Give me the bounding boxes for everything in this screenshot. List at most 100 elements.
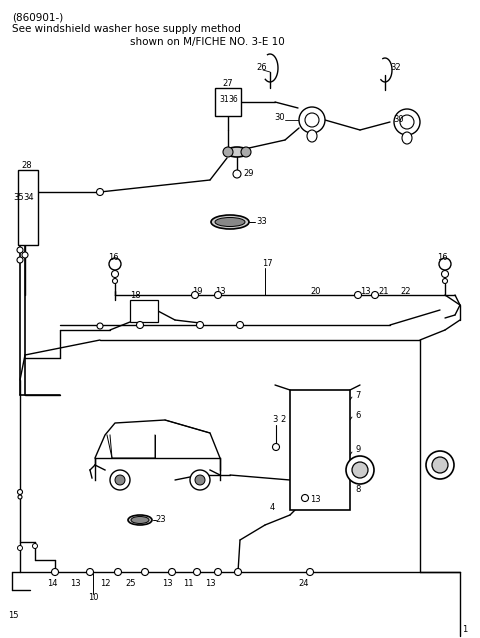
Bar [130, 300, 158, 322]
Text: 29: 29 [243, 170, 253, 179]
Circle shape [17, 489, 23, 494]
Bar [290, 390, 350, 510]
Circle shape [196, 322, 204, 329]
Circle shape [97, 323, 103, 329]
Text: See windshield washer hose supply method: See windshield washer hose supply method [12, 24, 241, 34]
Text: 16: 16 [437, 253, 448, 262]
Text: shown on M/FICHE NO. 3-E 10: shown on M/FICHE NO. 3-E 10 [130, 37, 285, 47]
Text: 6: 6 [355, 410, 360, 420]
Text: 18: 18 [130, 292, 141, 300]
Circle shape [115, 568, 121, 575]
Ellipse shape [131, 517, 149, 524]
Circle shape [142, 568, 148, 575]
Circle shape [223, 147, 233, 157]
Text: 1: 1 [462, 625, 467, 635]
Text: 2: 2 [280, 415, 285, 424]
Circle shape [301, 494, 309, 501]
Text: 9: 9 [355, 445, 360, 454]
Circle shape [22, 252, 28, 258]
Circle shape [307, 568, 313, 575]
Circle shape [195, 475, 205, 485]
Circle shape [86, 568, 94, 575]
Text: 13: 13 [310, 496, 321, 505]
Ellipse shape [307, 130, 317, 142]
Circle shape [439, 258, 451, 270]
Text: 25: 25 [125, 579, 135, 588]
Bar [18, 170, 38, 245]
Circle shape [33, 544, 37, 549]
Text: 26: 26 [256, 64, 266, 73]
Text: 24: 24 [298, 579, 309, 588]
Text: 22: 22 [400, 286, 410, 295]
Circle shape [305, 113, 319, 127]
Text: 8: 8 [355, 486, 360, 494]
Circle shape [400, 115, 414, 129]
Text: 14: 14 [47, 579, 58, 588]
Circle shape [346, 456, 374, 484]
Circle shape [96, 188, 104, 195]
Text: 4: 4 [270, 503, 275, 512]
Text: 13: 13 [360, 286, 371, 295]
Circle shape [109, 258, 121, 270]
Circle shape [372, 292, 379, 299]
Circle shape [273, 443, 279, 450]
Ellipse shape [215, 218, 245, 226]
Circle shape [168, 568, 176, 575]
Text: 27: 27 [222, 78, 233, 87]
Text: 31: 31 [219, 94, 228, 103]
Circle shape [237, 322, 243, 329]
Circle shape [233, 170, 241, 178]
Circle shape [443, 279, 447, 283]
Circle shape [112, 279, 118, 283]
Circle shape [394, 109, 420, 135]
Circle shape [241, 147, 251, 157]
Text: 30: 30 [393, 115, 404, 124]
Circle shape [355, 292, 361, 299]
Text: 13: 13 [162, 579, 173, 588]
Circle shape [442, 271, 448, 278]
Text: 36: 36 [228, 94, 238, 103]
Circle shape [352, 462, 368, 478]
Circle shape [193, 568, 201, 575]
Bar [215, 88, 241, 116]
Ellipse shape [128, 515, 152, 525]
Circle shape [51, 568, 59, 575]
Text: 7: 7 [355, 392, 360, 401]
Circle shape [215, 568, 221, 575]
Circle shape [190, 470, 210, 490]
Ellipse shape [211, 215, 249, 229]
Circle shape [136, 322, 144, 329]
Text: 13: 13 [215, 286, 226, 295]
Text: 21: 21 [378, 286, 388, 295]
Ellipse shape [226, 147, 248, 157]
Circle shape [192, 292, 199, 299]
Circle shape [17, 545, 23, 551]
Text: 28: 28 [21, 161, 32, 170]
Text: 34: 34 [23, 193, 34, 202]
Text: 17: 17 [262, 260, 273, 269]
Circle shape [426, 451, 454, 479]
Text: 12: 12 [100, 579, 110, 588]
Circle shape [110, 470, 130, 490]
Text: 10: 10 [88, 593, 98, 602]
Circle shape [17, 257, 23, 263]
Circle shape [215, 292, 221, 299]
Circle shape [115, 475, 125, 485]
Text: 35: 35 [13, 193, 24, 202]
Circle shape [299, 107, 325, 133]
Circle shape [111, 271, 119, 278]
Text: 33: 33 [256, 218, 267, 226]
Text: 30: 30 [275, 112, 285, 121]
Text: 15: 15 [8, 611, 19, 619]
Text: 16: 16 [108, 253, 119, 262]
Text: 20: 20 [310, 286, 321, 295]
Circle shape [432, 457, 448, 473]
Text: 19: 19 [192, 286, 203, 295]
Ellipse shape [402, 132, 412, 144]
Text: 32: 32 [390, 64, 401, 73]
Text: 3: 3 [272, 415, 277, 424]
Circle shape [18, 495, 22, 499]
Text: (860901-): (860901-) [12, 12, 63, 22]
Circle shape [235, 568, 241, 575]
Text: 13: 13 [205, 579, 216, 588]
